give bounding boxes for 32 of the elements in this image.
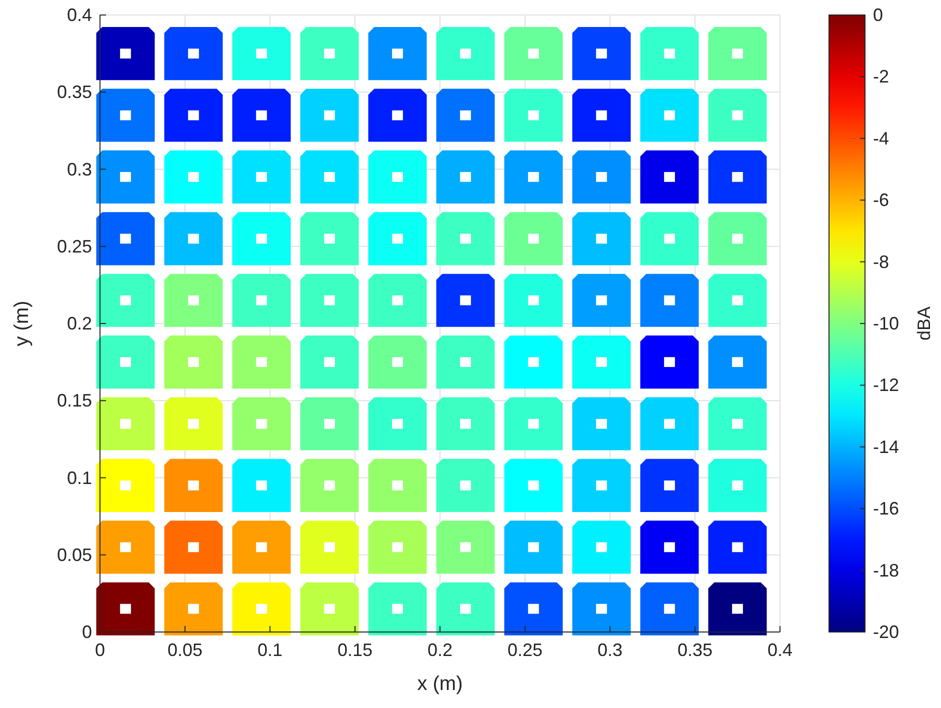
y-tick-label: 0.25 [56, 236, 92, 256]
y-tick-label: 0.4 [66, 5, 92, 25]
y-tick-label: 0.3 [66, 159, 92, 180]
color-bar-label: -20 [873, 622, 900, 642]
y-tick-label: 0.15 [56, 390, 92, 411]
color-bar-label: -10 [873, 314, 900, 334]
y-tick-label: 0.1 [66, 468, 92, 488]
x-tick-label: 0.35 [677, 640, 713, 660]
color-bar-label: -16 [873, 498, 900, 519]
color-bar-label: -12 [873, 375, 900, 396]
x-tick-label: 0.3 [597, 640, 623, 660]
y-tick-label: 0 [82, 622, 92, 642]
color-bar-label: -14 [873, 436, 900, 457]
color-bar-label: -2 [873, 66, 890, 87]
x-tick-label: 0.2 [427, 640, 453, 660]
x-tick-label: 0.15 [337, 640, 373, 660]
color-bar-label: -4 [873, 128, 890, 148]
x-tick-label: 0.05 [167, 640, 203, 660]
y-axis-title: y (m) [11, 300, 33, 346]
x-tick-label: 0.1 [257, 640, 283, 660]
x-tick-label: 0.4 [767, 640, 793, 660]
x-tick-label: 0.25 [507, 640, 543, 660]
y-tick-label: 0.35 [56, 82, 92, 102]
y-tick-label: 0.05 [56, 544, 92, 565]
color-bar-title: dBA [914, 306, 934, 341]
color-bar-label: -8 [873, 252, 890, 272]
color-bar-label: -6 [873, 190, 890, 210]
color-bar-label: -18 [873, 560, 900, 580]
x-tick-label: 0 [94, 640, 106, 660]
y-tick-label: 0.2 [66, 314, 92, 334]
x-axis-title: x (m) [417, 673, 463, 695]
color-bar-label: 0 [873, 5, 884, 25]
